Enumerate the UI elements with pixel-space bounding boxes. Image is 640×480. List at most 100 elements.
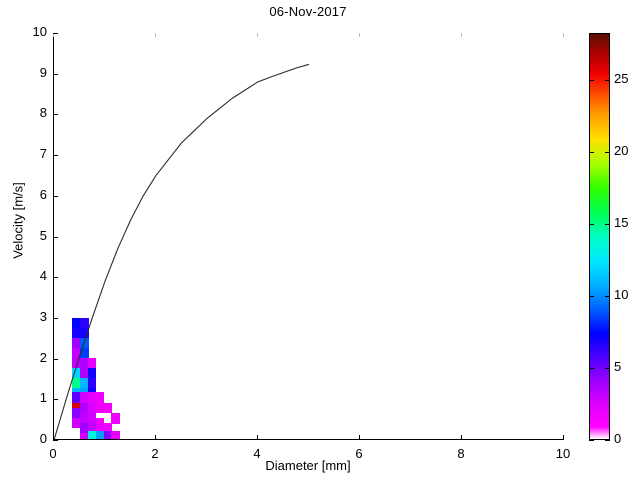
heatmap-cell	[87, 422, 97, 434]
y-tick-mark	[53, 236, 58, 238]
x-tick-label: 8	[457, 446, 465, 461]
plot-area	[53, 33, 563, 440]
y-tick-label: 10	[32, 24, 47, 39]
colorbar-tick-label: 25	[614, 71, 629, 87]
x-tick-label: 10	[555, 446, 571, 461]
x-tick-label: 2	[151, 446, 159, 461]
y-tick-label: 5	[39, 227, 47, 243]
colorbar-tick-mark	[589, 224, 594, 226]
heatmap-cell	[80, 358, 89, 369]
y-axis-label: Velocity [m/s]	[10, 182, 26, 259]
y-tick-mark	[53, 399, 58, 401]
x-tick-mark-top	[563, 33, 564, 37]
x-tick-mark-top	[155, 33, 156, 37]
y-tick-label: 3	[39, 308, 47, 324]
y-tick-label: 6	[39, 186, 47, 202]
colorbar-tick-mark-right	[605, 440, 610, 441]
heatmap-cell	[111, 413, 120, 424]
colorbar-tick-mark-right	[605, 368, 610, 370]
heatmap-cell	[71, 348, 81, 359]
colorbar-tick-label: 10	[614, 287, 629, 303]
heatmap-cell	[87, 392, 97, 403]
colorbar-tick-mark	[589, 152, 594, 154]
heatmap-cell	[87, 413, 97, 424]
terminal-velocity-curve	[54, 63, 310, 439]
y-tick-mark	[53, 277, 58, 279]
heatmap-cell	[80, 413, 89, 424]
heatmap-cell	[80, 422, 89, 434]
x-tick-mark	[53, 435, 54, 440]
y-tick-label: 7	[39, 146, 47, 162]
x-tick-mark-top	[53, 33, 54, 37]
heatmap-cell	[71, 392, 81, 403]
heatmap-cell	[87, 430, 97, 439]
heatmap-cell	[80, 368, 89, 379]
x-tick-mark	[563, 435, 564, 440]
y-tick-mark	[53, 155, 58, 157]
heatmap-cell	[80, 402, 89, 414]
heatmap-cell	[71, 408, 81, 419]
colorbar-tick-mark-right	[605, 152, 610, 154]
x-tick-mark-top	[461, 33, 462, 37]
x-tick-label: 4	[253, 446, 261, 461]
colorbar-tick-label: 0	[614, 431, 622, 446]
y-tick-mark	[53, 317, 58, 319]
x-axis-label: Diameter [mm]	[265, 458, 351, 473]
heatmap-cell	[71, 397, 81, 409]
y-tick-label: 4	[39, 268, 47, 284]
heatmap-cells	[54, 33, 563, 439]
chart-title: 06-Nov-2017	[269, 4, 347, 19]
y-tick-label: 8	[39, 105, 47, 121]
y-tick-mark	[53, 114, 58, 116]
x-tick-mark	[155, 435, 156, 440]
colorbar-tick-mark	[589, 440, 594, 441]
y-tick-mark	[53, 195, 58, 197]
x-tick-mark	[257, 435, 258, 440]
heatmap-cell	[71, 368, 81, 379]
x-tick-mark-top	[257, 33, 258, 37]
x-tick-label: 0	[49, 446, 57, 461]
heatmap-cell	[80, 378, 89, 389]
colorbar	[589, 33, 610, 440]
x-tick-mark-top	[359, 33, 360, 37]
heatmap-cell	[80, 328, 89, 339]
heatmap-cell	[71, 338, 81, 349]
heatmap-cell	[80, 318, 89, 329]
x-tick-label: 6	[355, 446, 363, 461]
heatmap-cell	[80, 392, 89, 403]
heatmap-cell	[71, 417, 81, 429]
heatmap-cell	[71, 358, 81, 369]
colorbar-tick-mark-right	[605, 80, 610, 82]
colorbar-tick-mark	[589, 368, 594, 370]
heatmap-cell	[80, 348, 89, 359]
colorbar-tick-label: 15	[614, 215, 629, 231]
heatmap-cell	[87, 368, 97, 379]
heatmap-cell	[103, 422, 113, 434]
heatmap-cell	[87, 358, 97, 369]
x-tick-mark	[461, 435, 462, 440]
y-tick-mark	[53, 358, 58, 360]
y-tick-mark	[53, 33, 58, 34]
x-tick-mark	[359, 435, 360, 440]
heatmap-cell	[71, 378, 81, 389]
y-tick-mark	[53, 440, 58, 441]
colorbar-tick-mark-right	[605, 296, 610, 298]
y-tick-label: 2	[39, 349, 47, 365]
heatmap-cell	[80, 428, 89, 439]
y-tick-label: 9	[39, 64, 47, 80]
heatmap-cell	[111, 430, 120, 439]
heatmap-cell	[95, 430, 105, 439]
colorbar-tick-label: 5	[614, 359, 622, 375]
colorbar-tick-mark-right	[605, 224, 610, 226]
heatmap-cell	[95, 422, 105, 434]
heatmap-cell	[71, 318, 81, 329]
colorbar-tick-mark	[589, 80, 594, 82]
heatmap-cell	[95, 402, 105, 414]
colorbar-tick-mark	[589, 296, 594, 298]
heatmap-cell	[103, 430, 113, 439]
heatmap-cell	[87, 378, 97, 389]
heatmap-cell	[103, 402, 113, 414]
heatmap-cell	[95, 392, 105, 403]
heatmap-cell	[71, 328, 81, 339]
